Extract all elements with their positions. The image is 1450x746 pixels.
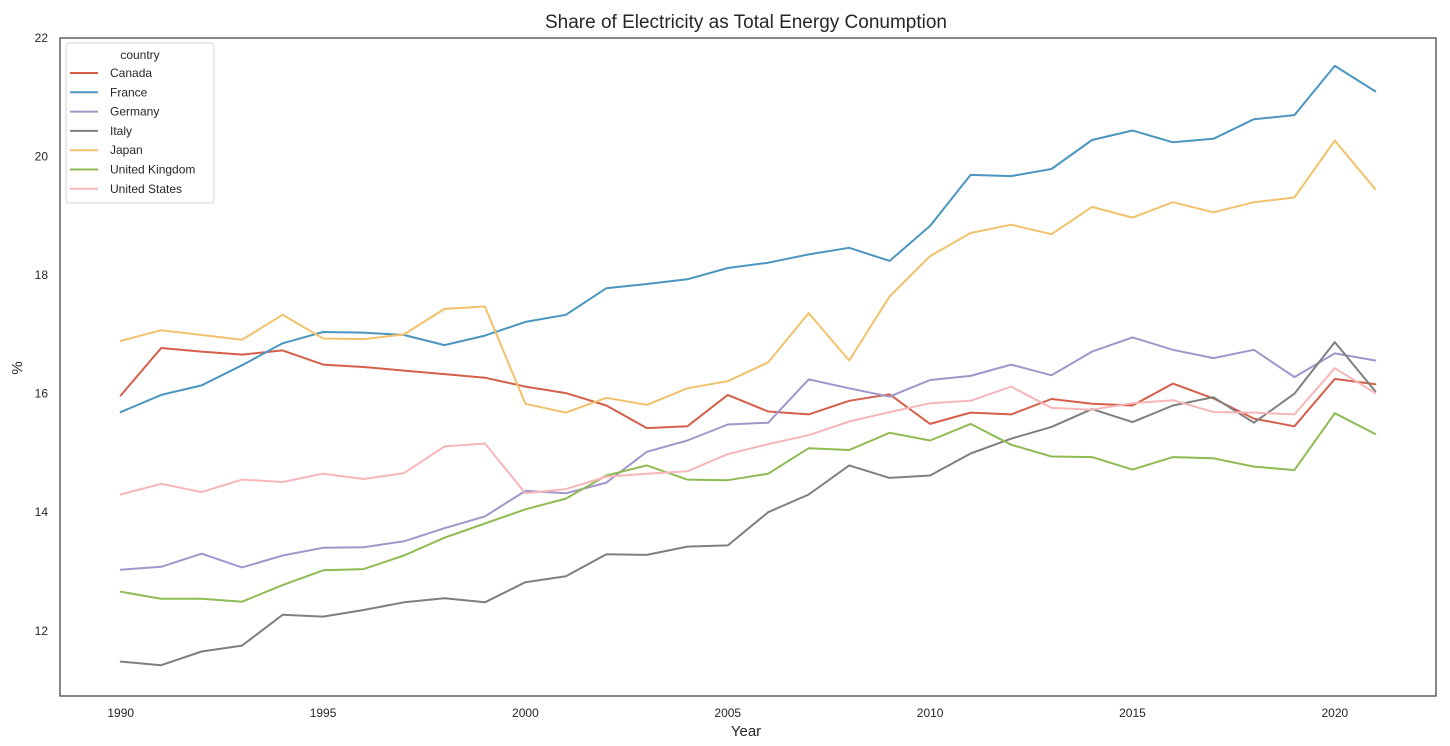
- x-axis-label: Year: [731, 723, 761, 740]
- x-tick-label: 2005: [714, 706, 741, 720]
- legend-item-canada: Canada: [70, 66, 152, 80]
- legend-title: country: [120, 48, 159, 62]
- x-tick-label: 1995: [310, 706, 337, 720]
- y-axis-ticks: 12 14 16 18 20 22: [35, 31, 49, 638]
- legend-label: United States: [110, 182, 182, 196]
- legend-item-united-kingdom: United Kingdom: [70, 163, 195, 177]
- x-tick-label: 2020: [1321, 706, 1348, 720]
- y-tick-label: 22: [35, 31, 49, 45]
- legend-item-france: France: [70, 85, 148, 99]
- y-tick-label: 12: [35, 624, 49, 638]
- legend-label: United Kingdom: [110, 163, 195, 177]
- legend-label: France: [110, 85, 148, 99]
- y-tick-label: 20: [35, 150, 49, 164]
- y-tick-label: 16: [35, 387, 49, 401]
- series-layer: [119, 64, 1377, 667]
- plot-area-frame: [59, 37, 1437, 697]
- x-axis-ticks: 1990 1995 2000 2005 2010 2015 2020: [107, 706, 1348, 720]
- legend-item-japan: Japan: [70, 143, 143, 157]
- x-tick-label: 1990: [107, 706, 134, 720]
- series-line-france: [119, 64, 1377, 414]
- series-line-united-states: [119, 367, 1377, 496]
- legend-item-italy: Italy: [70, 124, 132, 138]
- x-tick-label: 2015: [1119, 706, 1146, 720]
- y-axis-label: %: [9, 361, 26, 374]
- chart-title: Share of Electricity as Total Energy Con…: [545, 12, 947, 33]
- series-line-united-kingdom: [119, 412, 1377, 603]
- x-tick-label: 2000: [512, 706, 539, 720]
- legend-label: Japan: [110, 143, 143, 157]
- legend-label: Canada: [110, 66, 152, 80]
- series-line-canada: [119, 347, 1377, 430]
- legend-label: Germany: [110, 105, 159, 119]
- y-tick-label: 14: [35, 505, 49, 519]
- legend-items: Canada France Germany Italy Japan United King…: [70, 66, 195, 196]
- legend-label: Italy: [110, 124, 132, 138]
- y-tick-label: 18: [35, 268, 49, 282]
- x-tick-label: 2010: [917, 706, 944, 720]
- series-line-germany: [119, 336, 1377, 571]
- legend-box: [65, 42, 215, 204]
- series-line-italy: [119, 341, 1377, 667]
- legend: country Canada France Germany Italy Japan Uni…: [65, 42, 215, 204]
- legend-item-united-states: United States: [70, 182, 182, 196]
- series-line-japan: [119, 139, 1377, 414]
- legend-item-germany: Germany: [70, 105, 159, 119]
